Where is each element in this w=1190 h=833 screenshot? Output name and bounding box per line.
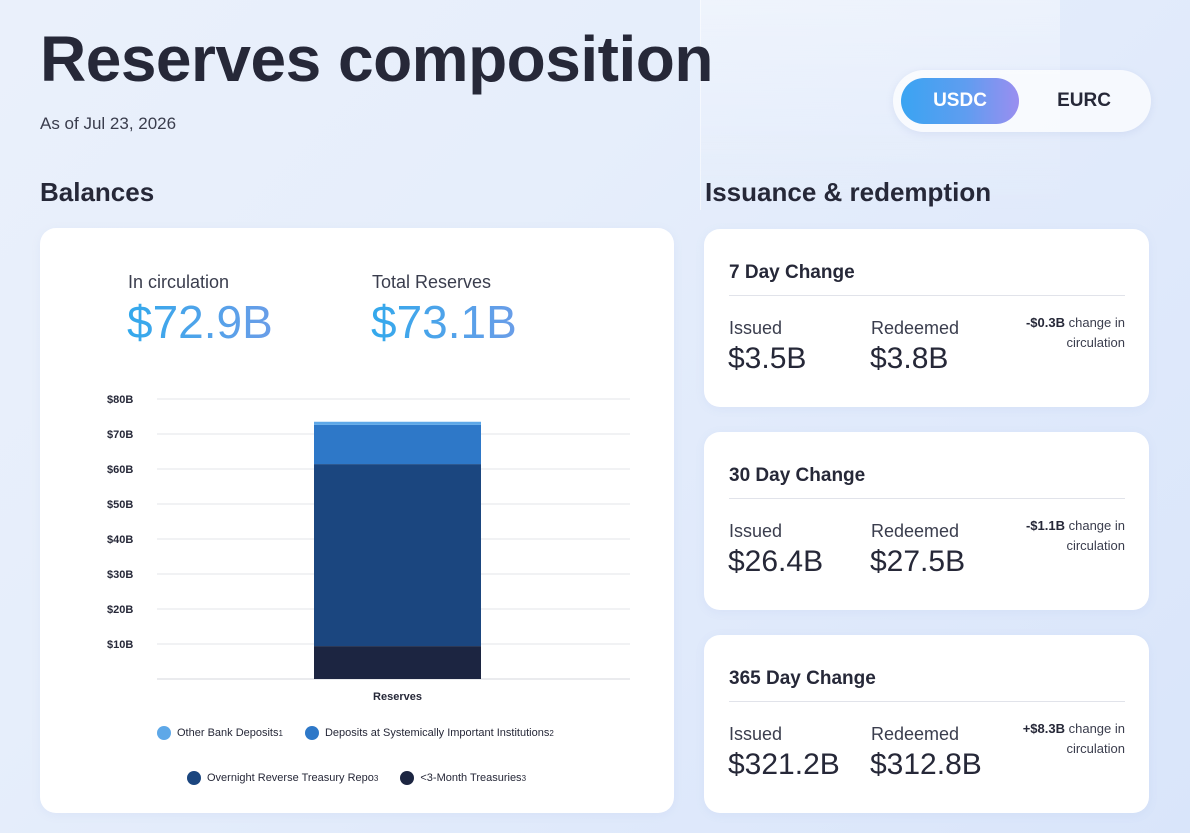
- page-title: Reserves composition: [40, 23, 713, 95]
- toggle-eurc[interactable]: EURC: [1057, 90, 1111, 111]
- legend-overnight-repo: Overnight Reverse Treasury Repo 3: [187, 771, 378, 785]
- redeemed-value: $3.8B: [870, 342, 949, 375]
- total-reserves-label: Total Reserves: [372, 272, 492, 292]
- legend-dot-icon: [304, 726, 319, 740]
- issued-value: $26.4B: [728, 545, 824, 578]
- bar-segment: [314, 421, 481, 425]
- divider: [729, 295, 1125, 296]
- issued-label: Issued: [729, 724, 783, 744]
- total-reserves-value: $73.1B: [371, 296, 517, 348]
- legend-other-bank-deposits: Other Bank Deposits 1: [157, 726, 283, 740]
- reserves-chart-svg: $10B $20B $30B $40B $50B $60B $70B $80B Reserves: [107, 394, 630, 703]
- bar-segment: [314, 646, 481, 679]
- legend-treasuries: <3-Month Treasuries 3: [400, 771, 526, 785]
- change-card-7d: 7 Day Change Issued $3.5B Redeemed $3.8B…: [704, 229, 1149, 407]
- change-card-title: 365 Day Change: [729, 668, 876, 689]
- change-card-365d: 365 Day Change Issued $321.2B Redeemed $…: [704, 635, 1149, 813]
- divider: [729, 498, 1125, 499]
- divider: [729, 701, 1125, 702]
- issued-label: Issued: [729, 521, 783, 541]
- circulation-change-note: -$0.3B change in circulation: [1025, 315, 1125, 350]
- legend-dot-icon: [400, 771, 415, 785]
- y-tick-label: $80B: [107, 394, 133, 406]
- legend-row-2: Overnight Reverse Treasury Repo 3 <3-Mont…: [187, 771, 548, 785]
- change-card-30d: 30 Day Change Issued $26.4B Redeemed $27…: [704, 432, 1149, 610]
- legend-dot-icon: [157, 726, 171, 740]
- redeemed-label: Redeemed: [871, 521, 960, 541]
- toggle-usdc[interactable]: USDC: [901, 78, 1019, 124]
- change-card-title: 7 Day Change: [729, 262, 855, 283]
- y-tick-label: $30B: [107, 569, 133, 581]
- balances-heading: Balances: [40, 177, 155, 207]
- redeemed-label: Redeemed: [871, 724, 960, 744]
- circulation-change-note: +$8.3B change in circulation: [1022, 721, 1125, 756]
- redeemed-value: $312.8B: [870, 748, 982, 781]
- legend-systemically-important: Deposits at Systemically Important Insti…: [304, 726, 554, 740]
- change-card-title: 30 Day Change: [729, 465, 866, 486]
- redeemed-value: $27.5B: [870, 545, 966, 578]
- legend-dot-icon: [187, 771, 201, 785]
- issued-value: $3.5B: [728, 342, 807, 375]
- bar-segment: [314, 464, 481, 647]
- y-tick-label: $60B: [107, 464, 133, 476]
- issuance-heading: Issuance & redemption: [705, 177, 992, 207]
- y-tick-label: $70B: [107, 429, 133, 441]
- circulation-change-note: -$1.1B change in circulation: [1025, 518, 1125, 553]
- bar-segment: [314, 424, 481, 465]
- currency-toggle[interactable]: USDC EURC: [893, 70, 1151, 132]
- y-tick-label: $40B: [107, 534, 133, 546]
- in-circulation-label: In circulation: [128, 272, 230, 292]
- balances-card: In circulation $72.9B Total Reserves $73…: [40, 228, 674, 813]
- in-circulation-value: $72.9B: [127, 296, 273, 348]
- as-of-date: As of Jul 23, 2026: [40, 114, 177, 133]
- y-tick-label: $20B: [107, 604, 133, 616]
- y-tick-label: $50B: [107, 499, 133, 511]
- reserves-chart: $10B $20B $30B $40B $50B $60B $70B $80B Reserves: [100, 390, 640, 703]
- x-category-label: Reserves: [373, 691, 422, 700]
- y-tick-label: $10B: [107, 639, 133, 651]
- redeemed-label: Redeemed: [871, 318, 960, 338]
- legend-row-1: Other Bank Deposits 1 Deposits at Systemi…: [157, 726, 576, 740]
- issued-label: Issued: [729, 318, 783, 338]
- issued-value: $321.2B: [728, 748, 840, 781]
